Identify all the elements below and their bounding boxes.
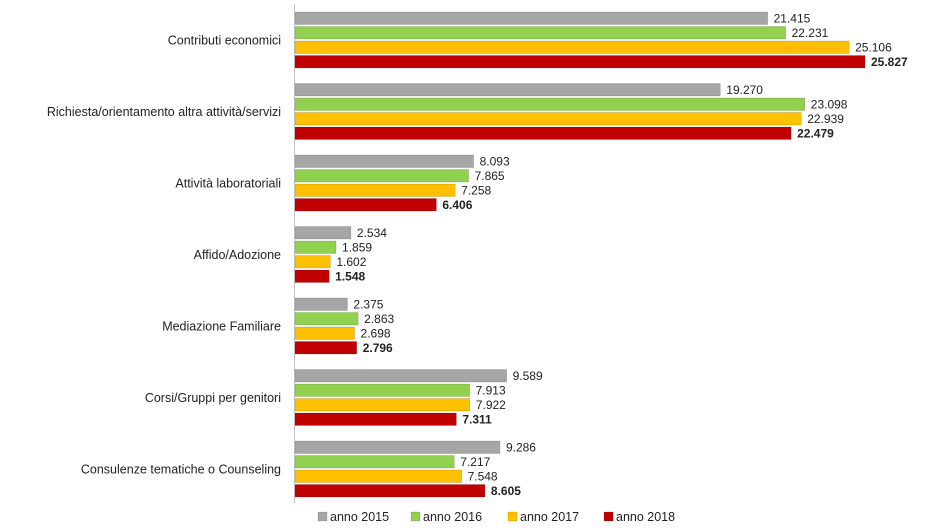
category-label-affido-adozione: Affido/Adozione: [194, 248, 281, 262]
value-label-richiesta-orientamento-altra-attivita-servizi-anno-2016: 23.098: [811, 97, 848, 111]
value-label-corsi-gruppi-per-genitori-anno-2017: 7.922: [476, 398, 506, 412]
value-label-contributi-economici-anno-2015: 21.415: [774, 11, 811, 25]
value-label-consulenze-tematiche-o-counseling-anno-2018: 8.605: [491, 484, 521, 498]
category-labels: Contributi economici Richiesta/orientamen…: [47, 34, 281, 477]
bar-attivita-laboratoriali-anno-2016: [294, 169, 469, 183]
value-label-consulenze-tematiche-o-counseling-anno-2015: 9.286: [506, 440, 536, 454]
bar-richiesta-orientamento-altra-attivita-servizi-anno-2018: [294, 126, 792, 140]
value-label-corsi-gruppi-per-genitori-anno-2018: 7.311: [462, 412, 492, 426]
value-label-attivita-laboratoriali-anno-2016: 7.865: [475, 169, 505, 183]
legend-swatch-anno-2015: [317, 511, 328, 522]
bar-consulenze-tematiche-o-counseling-anno-2016: [294, 455, 455, 469]
value-label-attivita-laboratoriali-anno-2018: 6.406: [442, 198, 472, 212]
bar-consulenze-tematiche-o-counseling-anno-2017: [294, 469, 462, 483]
bar-attivita-laboratoriali-anno-2018: [294, 198, 437, 212]
value-label-richiesta-orientamento-altra-attivita-servizi-anno-2015: 19.270: [726, 83, 763, 97]
bar-affido-adozione-anno-2015: [294, 226, 352, 240]
value-label-affido-adozione-anno-2017: 1.602: [336, 255, 366, 269]
bar-attivita-laboratoriali-anno-2017: [294, 183, 456, 197]
value-label-mediazione-familiare-anno-2018: 2.796: [363, 341, 393, 355]
bar-richiesta-orientamento-altra-attivita-servizi-anno-2016: [294, 97, 806, 111]
bar-corsi-gruppi-per-genitori-anno-2018: [294, 412, 457, 426]
value-label-affido-adozione-anno-2016: 1.859: [342, 240, 372, 254]
value-label-mediazione-familiare-anno-2016: 2.863: [364, 312, 394, 326]
category-label-corsi-gruppi-per-genitori: Corsi/Gruppi per genitori: [145, 391, 281, 405]
value-label-contributi-economici-anno-2017: 25.106: [855, 40, 892, 54]
value-label-contributi-economici-anno-2018: 25.827: [871, 55, 908, 69]
bar-consulenze-tematiche-o-counseling-anno-2018: [294, 484, 486, 498]
value-label-contributi-economici-anno-2016: 22.231: [792, 26, 829, 40]
legend-swatch-anno-2017: [507, 511, 518, 522]
value-label-mediazione-familiare-anno-2015: 2.375: [353, 297, 383, 311]
bar-mediazione-familiare-anno-2017: [294, 326, 355, 340]
value-label-consulenze-tematiche-o-counseling-anno-2016: 7.217: [460, 455, 490, 469]
legend: anno 2015 anno 2016 anno 2017 anno 2018: [317, 510, 675, 524]
category-label-mediazione-familiare: Mediazione Familiare: [162, 320, 281, 334]
bar-mediazione-familiare-anno-2016: [294, 312, 359, 326]
bar-consulenze-tematiche-o-counseling-anno-2015: [294, 440, 501, 454]
bar-contributi-economici-anno-2018: [294, 55, 866, 69]
bar-affido-adozione-anno-2018: [294, 269, 330, 283]
legend-swatch-anno-2018: [603, 511, 614, 522]
bar-attivita-laboratoriali-anno-2015: [294, 154, 474, 168]
bar-corsi-gruppi-per-genitori-anno-2017: [294, 398, 471, 412]
bar-mediazione-familiare-anno-2015: [294, 297, 348, 311]
value-label-richiesta-orientamento-altra-attivita-servizi-anno-2018: 22.479: [797, 126, 834, 140]
legend-swatch-anno-2016: [410, 511, 421, 522]
category-label-consulenze-tematiche-o-counseling: Consulenze tematiche o Counseling: [81, 463, 281, 477]
category-label-contributi-economici: Contributi economici: [168, 34, 281, 48]
value-label-attivita-laboratoriali-anno-2015: 8.093: [480, 154, 510, 168]
bar-richiesta-orientamento-altra-attivita-servizi-anno-2017: [294, 112, 802, 126]
value-label-affido-adozione-anno-2015: 2.534: [357, 226, 387, 240]
category-label-attivita-laboratoriali: Attività laboratoriali: [175, 177, 281, 191]
value-label-consulenze-tematiche-o-counseling-anno-2017: 7.548: [468, 469, 498, 483]
bar-corsi-gruppi-per-genitori-anno-2016: [294, 383, 470, 397]
value-label-corsi-gruppi-per-genitori-anno-2016: 7.913: [476, 383, 506, 397]
legend-label-anno-2018: anno 2018: [616, 510, 675, 524]
bar-affido-adozione-anno-2017: [294, 255, 331, 269]
bar-contributi-economici-anno-2017: [294, 40, 850, 54]
bar-contributi-economici-anno-2015: [294, 11, 768, 25]
value-label-mediazione-familiare-anno-2017: 2.698: [361, 326, 391, 340]
legend-label-anno-2016: anno 2016: [423, 510, 482, 524]
bar-richiesta-orientamento-altra-attivita-servizi-anno-2015: [294, 83, 721, 97]
legend-label-anno-2017: anno 2017: [520, 510, 579, 524]
bar-mediazione-familiare-anno-2018: [294, 341, 357, 355]
legend-label-anno-2015: anno 2015: [330, 510, 389, 524]
value-label-affido-adozione-anno-2018: 1.548: [335, 269, 365, 283]
value-label-richiesta-orientamento-altra-attivita-servizi-anno-2017: 22.939: [807, 112, 844, 126]
value-label-corsi-gruppi-per-genitori-anno-2015: 9.589: [513, 369, 543, 383]
value-label-attivita-laboratoriali-anno-2017: 7.258: [461, 183, 491, 197]
bar-affido-adozione-anno-2016: [294, 240, 337, 254]
bar-corsi-gruppi-per-genitori-anno-2015: [294, 369, 507, 383]
bar-contributi-economici-anno-2016: [294, 26, 786, 40]
category-label-richiesta-orientamento-altra-attivita-servizi: Richiesta/orientamento altra attività/se…: [47, 105, 281, 119]
